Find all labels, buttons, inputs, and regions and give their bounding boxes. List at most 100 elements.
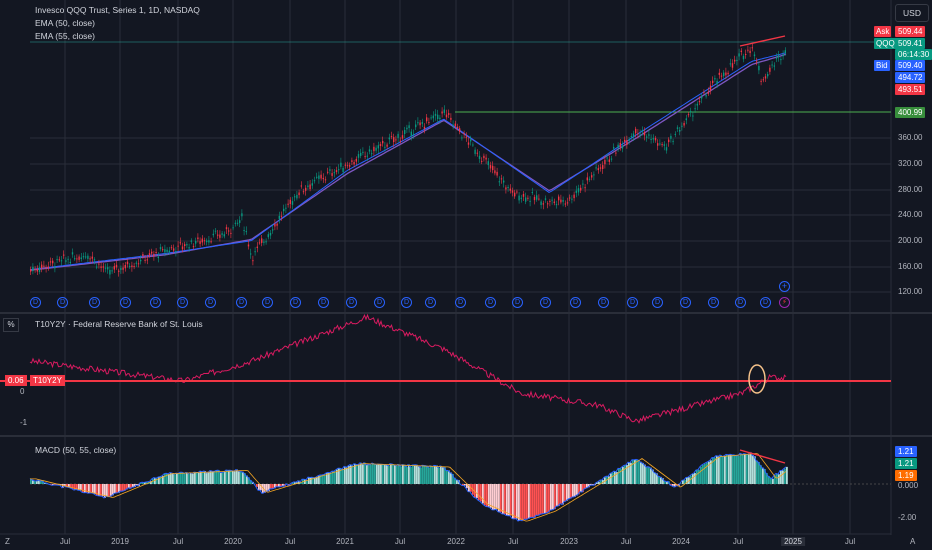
earnings-event-icon[interactable]: D	[318, 297, 329, 308]
earnings-event-icon[interactable]: D	[455, 297, 466, 308]
macd-bar	[378, 464, 380, 484]
macd-bar	[236, 469, 238, 484]
macd-bar	[418, 465, 420, 484]
macd-bar	[348, 465, 350, 484]
t10y2y-line	[29, 313, 787, 424]
macd-bar	[144, 482, 146, 484]
macd-bar	[324, 474, 326, 484]
ema55-legend[interactable]: EMA (55, close)	[35, 31, 95, 41]
macd-bar	[632, 459, 634, 484]
earnings-event-icon[interactable]: D	[89, 297, 100, 308]
t10y2y-legend[interactable]: T10Y2Y · Federal Reserve Bank of St. Lou…	[35, 319, 203, 329]
macd-bar	[68, 484, 70, 488]
macd-bar	[380, 464, 382, 484]
macd-bar	[536, 484, 538, 516]
macd-bar	[98, 484, 100, 496]
earnings-event-icon[interactable]: D	[760, 297, 771, 308]
earnings-event-icon[interactable]: D	[401, 297, 412, 308]
macd-bar	[480, 484, 482, 502]
earnings-event-icon[interactable]: D	[680, 297, 691, 308]
split-event-icon[interactable]: ⚡	[779, 297, 790, 308]
macd-bar	[732, 454, 734, 484]
macd-bar	[574, 484, 576, 497]
macd-legend[interactable]: MACD (50, 55, close)	[35, 445, 117, 455]
macd-bar	[566, 484, 568, 501]
macd-bar	[276, 484, 278, 487]
earnings-event-icon[interactable]: D	[150, 297, 161, 308]
time-tick: Jul	[732, 537, 744, 546]
earnings-event-icon[interactable]: D	[262, 297, 273, 308]
macd-bar	[616, 472, 618, 484]
ema50-legend[interactable]: EMA (50, close)	[35, 18, 95, 28]
macd-bar	[784, 468, 786, 484]
earnings-event-icon[interactable]: D	[236, 297, 247, 308]
earnings-event-icon[interactable]: D	[652, 297, 663, 308]
add-event-icon[interactable]: +	[779, 281, 790, 292]
macd-bar	[328, 472, 330, 484]
macd-bar	[456, 479, 458, 484]
macd-bar	[214, 471, 216, 484]
symbol-title[interactable]: Invesco QQQ Trust, Series 1, 1D, NASDAQ	[35, 5, 200, 15]
percent-button[interactable]: %	[3, 318, 19, 332]
macd-bar	[420, 467, 422, 484]
macd-bar	[410, 466, 412, 484]
macd-bar	[588, 484, 590, 488]
macd-tick: -2.00	[898, 513, 917, 522]
macd-bar	[500, 484, 502, 513]
earnings-event-icon[interactable]: D	[485, 297, 496, 308]
macd-bar	[572, 484, 574, 498]
macd-bar	[154, 477, 156, 484]
earnings-event-icon[interactable]: D	[57, 297, 68, 308]
macd-bar	[578, 484, 580, 495]
earnings-event-icon[interactable]: D	[290, 297, 301, 308]
macd-bar	[234, 471, 236, 484]
earnings-event-icon[interactable]: D	[627, 297, 638, 308]
macd-bar	[244, 473, 246, 484]
macd-bar	[36, 481, 38, 484]
macd-bar	[468, 484, 470, 492]
macd-bar	[140, 482, 142, 484]
macd-bar	[132, 484, 134, 488]
macd-bar	[110, 484, 112, 497]
currency-button[interactable]: USD	[895, 4, 929, 22]
earnings-event-icon[interactable]: D	[540, 297, 551, 308]
macd-line	[29, 451, 787, 522]
macd-bar	[322, 474, 324, 484]
earnings-event-icon[interactable]: D	[120, 297, 131, 308]
earnings-event-icon[interactable]: D	[512, 297, 523, 308]
macd-bar	[674, 484, 676, 488]
price-tick: 120.00	[898, 287, 923, 296]
earnings-event-icon[interactable]: D	[346, 297, 357, 308]
earnings-event-icon[interactable]: D	[30, 297, 41, 308]
macd-bar	[600, 480, 602, 484]
earnings-event-icon[interactable]: D	[374, 297, 385, 308]
macd-bar	[482, 484, 484, 504]
macd-bar	[66, 484, 68, 487]
macd-bar	[726, 454, 728, 484]
earnings-event-icon[interactable]: D	[205, 297, 216, 308]
macd-bar	[640, 461, 642, 484]
earnings-event-icon[interactable]: D	[735, 297, 746, 308]
macd-bar	[534, 484, 536, 518]
earnings-event-icon[interactable]: D	[598, 297, 609, 308]
last-price: 509.41	[895, 38, 926, 49]
macd-bar	[326, 473, 328, 484]
macd-bar	[102, 484, 104, 497]
macd-bar	[466, 484, 468, 489]
macd-bar	[222, 472, 224, 484]
macd-bar	[354, 463, 356, 484]
macd-bar	[336, 469, 338, 484]
macd-bar	[476, 484, 478, 499]
timezone-button[interactable]: Z	[5, 537, 10, 546]
auto-scale-button[interactable]: A	[910, 537, 916, 546]
earnings-event-icon[interactable]: D	[177, 297, 188, 308]
earnings-event-icon[interactable]: D	[425, 297, 436, 308]
t10y2y-value-tag: 0.06	[5, 375, 27, 386]
macd-histogram	[30, 452, 788, 521]
macd-bar	[444, 467, 446, 484]
macd-bar	[72, 484, 74, 489]
earnings-event-icon[interactable]: D	[570, 297, 581, 308]
earnings-event-icon[interactable]: D	[708, 297, 719, 308]
time-tick: Jul	[59, 537, 71, 546]
